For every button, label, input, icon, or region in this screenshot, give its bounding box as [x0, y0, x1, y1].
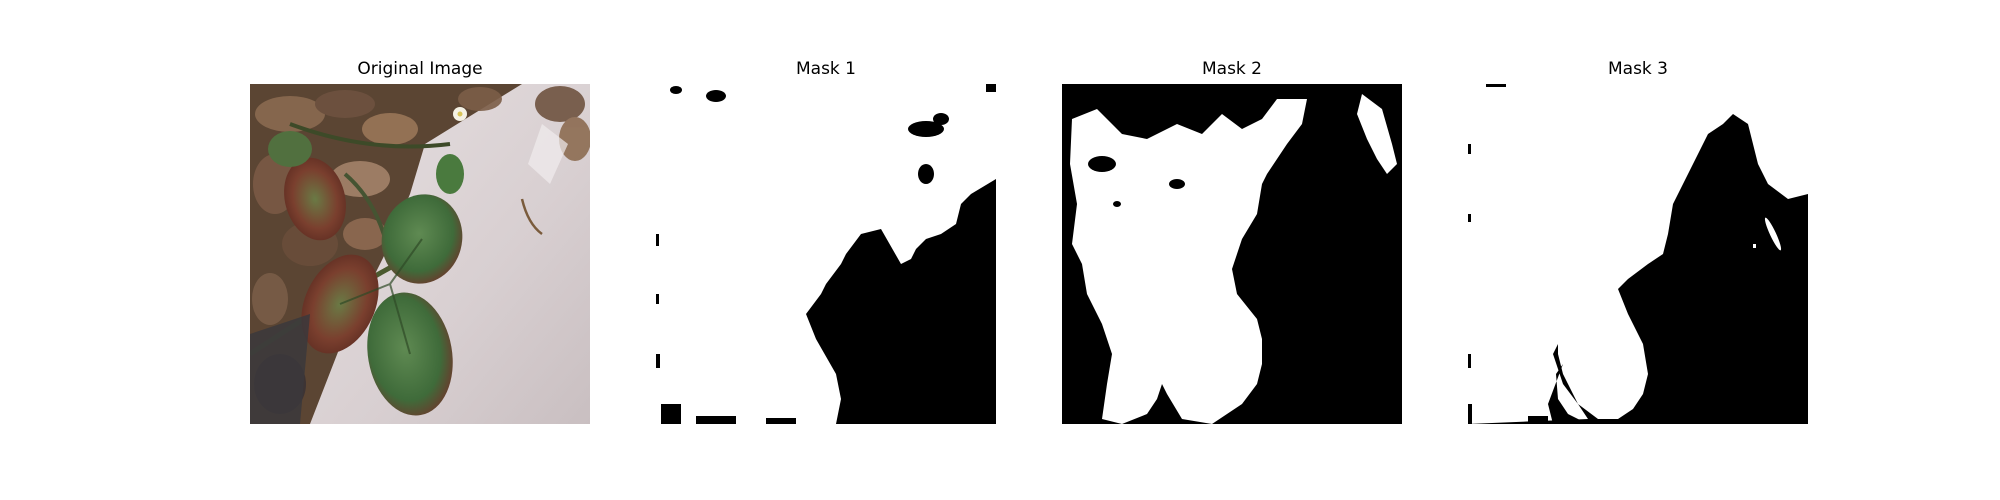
mask-1-image	[656, 84, 996, 424]
mask-1-panel: Mask 1	[656, 58, 996, 428]
mask-3-image	[1468, 84, 1808, 424]
original-photo	[250, 84, 590, 424]
panel-title: Mask 3	[1607, 59, 1668, 79]
mask-3-panel: Mask 3	[1468, 58, 1808, 428]
panel-title: Original Image	[357, 59, 483, 79]
mask-2-panel: Mask 2	[1062, 58, 1402, 428]
original-image-panel: Original Image	[250, 58, 590, 428]
panel-title: Mask 1	[795, 59, 856, 79]
panel-title: Mask 2	[1201, 59, 1262, 79]
mask-2-image	[1062, 84, 1402, 424]
